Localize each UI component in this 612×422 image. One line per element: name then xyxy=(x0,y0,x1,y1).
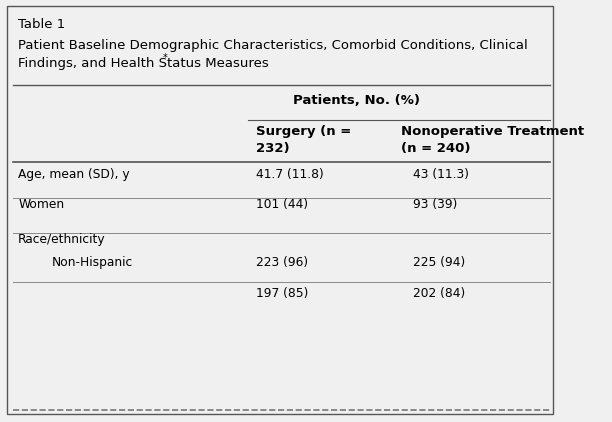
Text: 197 (85): 197 (85) xyxy=(256,287,308,300)
Text: (n = 240): (n = 240) xyxy=(401,142,471,155)
Text: 232): 232) xyxy=(256,142,289,155)
Text: *: * xyxy=(163,53,168,63)
Text: 225 (94): 225 (94) xyxy=(412,256,465,269)
Text: Patients, No. (%): Patients, No. (%) xyxy=(293,94,420,107)
Text: Age, mean (SD), y: Age, mean (SD), y xyxy=(18,168,130,181)
Text: 93 (39): 93 (39) xyxy=(412,198,457,211)
Text: Surgery (n =: Surgery (n = xyxy=(256,125,351,138)
Text: 223 (96): 223 (96) xyxy=(256,256,308,269)
Text: 41.7 (11.8): 41.7 (11.8) xyxy=(256,168,324,181)
Text: Table 1: Table 1 xyxy=(18,18,65,31)
Text: Nonoperative Treatment: Nonoperative Treatment xyxy=(401,125,584,138)
Text: Findings, and Health Status Measures: Findings, and Health Status Measures xyxy=(18,57,269,70)
Text: Women: Women xyxy=(18,198,64,211)
Text: 43 (11.3): 43 (11.3) xyxy=(412,168,469,181)
Text: Patient Baseline Demographic Characteristics, Comorbid Conditions, Clinical: Patient Baseline Demographic Characteris… xyxy=(18,39,528,52)
Text: 202 (84): 202 (84) xyxy=(412,287,465,300)
Text: Race/ethnicity: Race/ethnicity xyxy=(18,233,106,246)
Text: Non-Hispanic: Non-Hispanic xyxy=(52,256,133,269)
Text: 101 (44): 101 (44) xyxy=(256,198,308,211)
